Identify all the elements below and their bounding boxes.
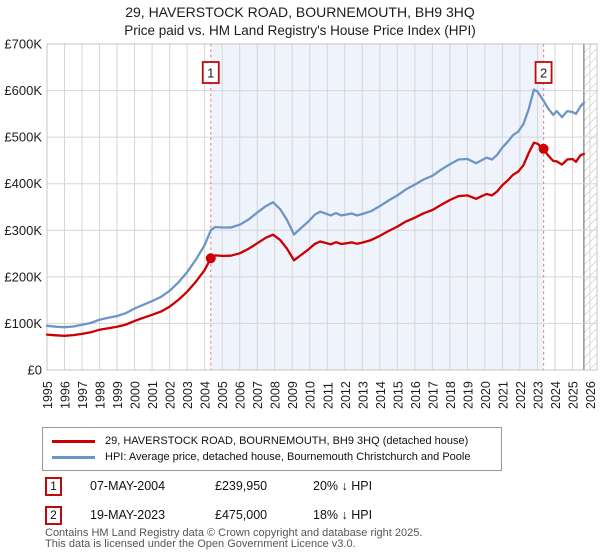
x-tick-label: 2006: [234, 381, 248, 409]
transaction-2-hpi-diff: 18% ↓ HPI: [313, 508, 373, 522]
x-tick-label: 2025: [566, 381, 580, 409]
x-tick-label: 1999: [111, 381, 125, 409]
x-tick-label: 2011: [321, 382, 335, 409]
legend-item-price-paid: 29, HAVERSTOCK ROAD, BOURNEMOUTH, BH9 3H…: [52, 433, 495, 449]
x-tick-label: 2003: [181, 381, 195, 409]
x-tick-label: 2007: [251, 381, 265, 409]
x-tick-label: 2010: [304, 381, 318, 409]
sale-marker-label-2: 2: [540, 66, 547, 81]
legend-label-hpi: HPI: Average price, detached house, Bour…: [105, 451, 471, 463]
transaction-1-date: 07-MAY-2004: [90, 479, 166, 493]
x-tick-label: 2023: [531, 381, 545, 409]
attribution-line-1: Contains HM Land Registry data © Crown c…: [45, 527, 423, 539]
x-tick-label: 2026: [584, 381, 598, 409]
y-tick-label: £300K: [4, 223, 42, 238]
transaction-2-number-badge: 2: [45, 506, 62, 525]
sale-marker-box-1: [201, 61, 220, 84]
x-tick-label: 2000: [129, 381, 143, 409]
x-tick-label: 2019: [461, 381, 475, 409]
legend-item-hpi: HPI: Average price, detached house, Bour…: [52, 449, 495, 465]
x-tick-label: 2017: [426, 381, 440, 409]
transaction-2-date: 19-MAY-2023: [90, 508, 166, 522]
y-tick-label: £600K: [4, 83, 42, 98]
plot-border: [46, 43, 598, 371]
x-tick-label: 2009: [286, 381, 300, 409]
x-tick-label: 2004: [199, 381, 213, 409]
sale-marker-box-2: [534, 61, 553, 84]
price-line-swatch: [52, 439, 95, 443]
x-tick-label: 2024: [549, 381, 563, 409]
x-tick-label: 2005: [216, 381, 230, 409]
x-tick-label: 2002: [164, 381, 178, 409]
x-tick-label: 1998: [94, 381, 108, 409]
sale-dot-1: [205, 253, 216, 264]
y-tick-label: £400K: [4, 176, 42, 191]
x-tick-label: 2001: [146, 381, 160, 409]
hpi-line-swatch: [52, 455, 95, 459]
transaction-1-price: £239,950: [215, 479, 268, 493]
transaction-row-1: 1 07-MAY-2004 £239,950 20% ↓ HPI: [45, 477, 565, 497]
transaction-1-number-badge: 1: [45, 477, 62, 496]
hpi-line: [45, 88, 586, 329]
x-tick-label: 2012: [339, 381, 353, 409]
x-tick-label: 1997: [76, 381, 90, 409]
x-tick-label: 2014: [374, 381, 388, 409]
page-subtitle: Price paid vs. HM Land Registry's House …: [124, 23, 476, 38]
y-tick-label: £700K: [4, 37, 42, 52]
price-chart-canvas: 1995 1996 1997 1998 1999 2000 2001 2002 2003 2004…: [4, 37, 598, 410]
transaction-row-2: 2 19-MAY-2023 £475,000 18% ↓ HPI: [45, 506, 565, 526]
x-tick-label: 2015: [391, 381, 405, 409]
y-tick-label: £500K: [4, 130, 42, 145]
x-tick-label: 2013: [356, 381, 370, 409]
x-tick-label: 2022: [514, 381, 528, 409]
x-tick-label: 2016: [409, 381, 423, 409]
x-tick-label: 2018: [444, 381, 458, 409]
sale-marker-label-1: 1: [207, 66, 214, 81]
attribution-line-2: This data is licensed under the Open Gov…: [45, 537, 356, 550]
y-tick-label: £0: [28, 363, 42, 378]
chart-legend: 29, HAVERSTOCK ROAD, BOURNEMOUTH, BH9 3H…: [42, 427, 502, 471]
transaction-1-hpi-diff: 20% ↓ HPI: [313, 479, 373, 493]
price-paid-line: [45, 141, 586, 337]
transaction-2-price: £475,000: [215, 508, 268, 522]
attribution-footer: Contains HM Land Registry data © Crown c…: [45, 528, 422, 549]
x-tick-label: 2020: [479, 381, 493, 409]
x-tick-label: 1996: [59, 381, 73, 409]
x-tick-label: 1995: [41, 381, 55, 409]
x-tick-label: 2021: [496, 381, 510, 409]
y-tick-label: £200K: [4, 269, 42, 284]
legend-label-price-paid: 29, HAVERSTOCK ROAD, BOURNEMOUTH, BH9 3H…: [105, 435, 469, 447]
y-tick-label: £100K: [4, 316, 42, 331]
page-title: 29, HAVERSTOCK ROAD, BOURNEMOUTH, BH9 3H…: [125, 4, 475, 20]
sale-dot-2: [538, 143, 549, 154]
x-tick-label: 2008: [269, 381, 283, 409]
